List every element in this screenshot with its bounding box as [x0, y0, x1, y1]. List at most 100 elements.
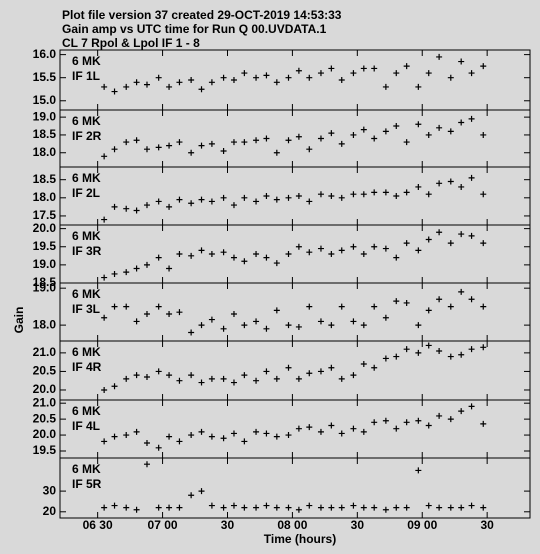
y-tick-label: 30 — [43, 483, 57, 497]
data-point — [263, 502, 270, 509]
x-tick-label: 07 00 — [148, 518, 178, 532]
data-point — [143, 373, 150, 380]
data-point — [101, 274, 108, 281]
x-tick-label: 30 — [351, 518, 365, 532]
data-point — [155, 368, 162, 375]
data-point — [480, 240, 487, 247]
data-point — [176, 504, 183, 511]
data-point — [338, 77, 345, 83]
data-point — [111, 383, 118, 390]
data-point — [468, 115, 475, 122]
data-point — [468, 346, 475, 353]
data-point — [295, 193, 302, 199]
data-point — [338, 303, 345, 310]
data-point — [198, 142, 205, 149]
data-point — [230, 139, 237, 146]
data-point — [123, 303, 130, 310]
data-point — [295, 323, 302, 330]
data-point — [155, 198, 162, 205]
panel-frame — [59, 166, 531, 226]
data-point — [447, 416, 454, 423]
data-point — [166, 265, 173, 272]
y-tick-label: 15.0 — [33, 93, 57, 107]
data-point — [393, 425, 400, 432]
data-point — [393, 504, 400, 511]
data-point — [371, 504, 378, 511]
data-point — [425, 342, 432, 349]
data-point — [253, 504, 260, 511]
data-point — [133, 79, 140, 86]
data-point — [425, 422, 432, 429]
y-tick-label: 18.0 — [33, 190, 57, 204]
data-point — [198, 488, 205, 495]
data-point — [198, 196, 205, 203]
data-point — [166, 433, 173, 440]
data-point — [295, 506, 302, 513]
data-point — [208, 502, 215, 509]
data-point — [468, 70, 475, 77]
data-point — [230, 202, 237, 209]
data-point — [198, 379, 205, 386]
data-point — [166, 83, 173, 90]
panel-title: IF 1L — [72, 69, 100, 83]
data-point — [425, 307, 432, 314]
data-point — [306, 249, 313, 256]
data-point — [403, 139, 410, 146]
data-point — [133, 265, 140, 272]
data-point — [123, 375, 130, 382]
data-point — [295, 67, 302, 74]
data-point — [263, 325, 270, 332]
data-point — [480, 191, 487, 198]
panel-source: 6 MK — [72, 114, 101, 128]
data-point — [241, 194, 248, 201]
data-point — [208, 375, 215, 382]
data-point — [273, 196, 280, 203]
data-point — [101, 386, 108, 393]
data-point — [143, 202, 150, 209]
panel-title: IF 4R — [72, 360, 102, 374]
data-point — [458, 119, 465, 126]
data-point — [468, 232, 475, 239]
data-point — [241, 504, 248, 511]
data-point — [338, 247, 345, 254]
data-point — [111, 502, 118, 509]
data-point — [263, 254, 270, 261]
x-tick-label: 06 30 — [83, 518, 113, 532]
data-point — [220, 74, 227, 81]
data-point — [458, 408, 465, 415]
y-tick-label: 20.5 — [33, 411, 57, 425]
data-point — [273, 504, 280, 511]
data-point — [111, 303, 118, 310]
data-point — [317, 245, 324, 252]
data-point — [220, 325, 227, 332]
data-point — [273, 260, 280, 267]
data-point — [306, 146, 313, 153]
data-point — [263, 430, 270, 437]
data-point — [111, 270, 118, 277]
data-point — [317, 318, 324, 325]
data-point — [176, 309, 183, 316]
panel-source: 6 MK — [72, 287, 101, 301]
data-point — [285, 322, 292, 329]
data-point — [253, 198, 260, 205]
x-tick-label: 09 00 — [407, 518, 437, 532]
y-tick-label: 18.0 — [33, 145, 57, 159]
data-point — [415, 121, 422, 128]
data-point — [393, 70, 400, 77]
data-point — [350, 372, 357, 379]
data-point — [371, 419, 378, 426]
data-point — [253, 251, 260, 257]
data-point — [176, 139, 183, 146]
data-point — [338, 194, 345, 201]
data-point — [425, 131, 432, 138]
data-point — [350, 131, 357, 138]
y-tick-label: 20.5 — [33, 364, 57, 378]
data-point — [382, 245, 389, 252]
data-point — [382, 417, 389, 424]
data-point — [241, 372, 248, 379]
data-point — [188, 372, 195, 379]
data-point — [328, 251, 335, 257]
y-tick-label: 21.0 — [33, 345, 57, 359]
data-point — [143, 311, 150, 318]
